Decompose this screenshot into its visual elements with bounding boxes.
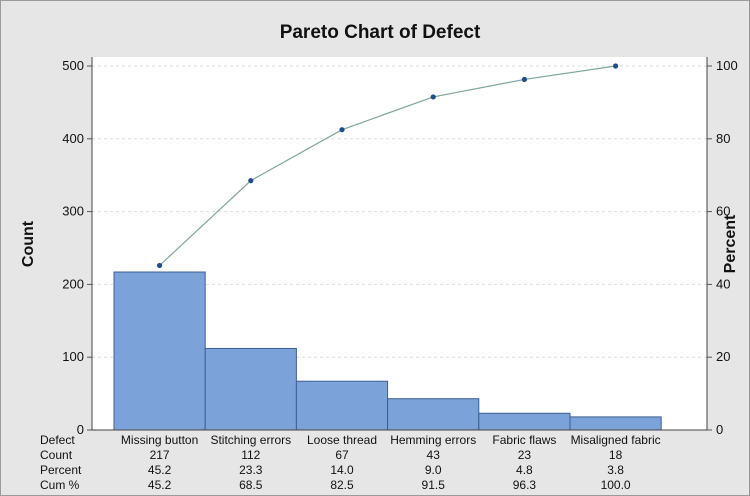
table-cum-value: 96.3 [513,478,537,492]
table-row-label-percent: Percent [40,463,82,477]
y-tick-label: 0 [77,422,84,437]
bar [113,271,206,431]
table-category-label: Loose thread [307,433,377,447]
cumulative-line [157,63,619,269]
table-count-value: 67 [335,448,349,462]
y2-tick-label: 80 [716,131,730,146]
table-category-label: Missing button [121,433,198,447]
cumulative-point [248,178,254,184]
table-percent-value: 4.8 [516,463,533,477]
bar [387,398,480,431]
y-tick-label: 400 [62,131,84,146]
cumulative-polyline [159,65,616,266]
table-cum-value: 82.5 [330,478,354,492]
bar [295,380,389,431]
table-row-label-cum: Cum % [40,478,80,492]
table-percent-value: 9.0 [425,463,442,477]
table-count-value: 23 [518,448,532,462]
bars [113,271,662,431]
table-count-value: 18 [609,448,623,462]
table-cum-value: 68.5 [239,478,263,492]
table-percent-value: 23.3 [239,463,263,477]
table-count-value: 217 [150,448,170,462]
data-table: Defect Count Percent Cum % Missing butto… [40,433,661,492]
table-count-value: 43 [427,448,441,462]
bar [478,412,571,431]
table-category-label: Stitching errors [210,433,291,447]
table-category-label: Misaligned fabric [571,433,661,447]
y2-tick-label: 20 [716,349,730,364]
y2-tick-label: 0 [716,422,723,437]
y2-tick-label: 60 [716,204,730,219]
cumulative-point [430,94,436,100]
axes: 0 100 200 300 400 500 0 20 40 60 80 100 [62,57,738,437]
y-tick-label: 500 [62,58,84,73]
y2-tick-label: 100 [716,58,738,73]
y-axis-title: Count [20,220,37,267]
table-percent-value: 45.2 [148,463,172,477]
table-percent-value: 14.0 [330,463,354,477]
table-count-value: 112 [241,448,260,462]
cumulative-point [521,76,528,83]
cumulative-point [157,262,163,269]
table-cum-value: 91.5 [422,478,446,492]
y-tick-label: 200 [62,276,84,291]
chart-title: Pareto Chart of Defect [280,22,481,43]
y-tick-label: 300 [62,204,84,219]
table-percent-value: 3.8 [607,463,624,477]
bar [204,347,297,431]
y-tick-label: 100 [62,349,84,364]
table-row-label-defect: Defect [40,433,75,447]
cumulative-point [613,63,619,69]
table-cum-value: 45.2 [148,478,172,492]
table-cum-value: 100.0 [601,478,631,492]
table-row-label-count: Count [40,448,73,462]
y2-axis-title: Percent [722,214,739,273]
bar [569,416,662,431]
table-category-label: Hemming errors [390,433,476,447]
table-category-label: Fabric flaws [492,433,556,447]
y2-tick-label: 40 [716,276,730,291]
cumulative-point [339,127,345,133]
